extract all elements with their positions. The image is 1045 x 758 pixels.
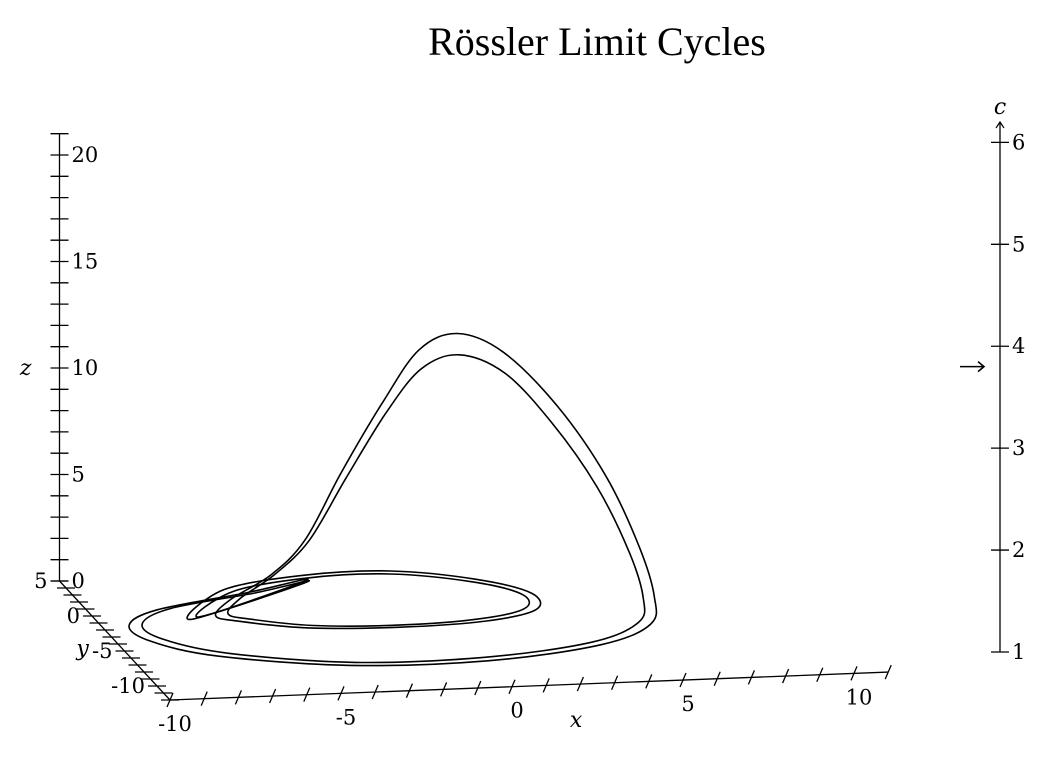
x-tick-label: 0 <box>510 699 523 723</box>
x-axis-label: x <box>570 708 583 733</box>
y-tick-label: -10 <box>111 674 145 698</box>
x-tick <box>679 672 687 688</box>
x-tick <box>747 670 755 685</box>
x-tick <box>508 679 516 694</box>
x-tick <box>303 687 311 702</box>
z-tick-label: 5 <box>72 463 85 487</box>
x-tick <box>884 664 892 680</box>
x-tick <box>816 667 824 682</box>
x-tick-label: 5 <box>681 692 694 716</box>
x-tick <box>269 688 277 704</box>
x-tick <box>474 680 482 696</box>
slider-label: c <box>994 95 1006 120</box>
x-tick <box>713 671 721 686</box>
y-tick-label: 0 <box>67 604 80 628</box>
x-tick <box>200 691 208 706</box>
x-tick <box>782 668 790 684</box>
x-tick <box>576 676 584 692</box>
x-axis-line <box>169 671 889 701</box>
z-tick-label: 15 <box>72 250 99 274</box>
slider-marker-arrow-icon <box>960 361 986 373</box>
slider-arrow-icon <box>995 120 1005 129</box>
z-tick-label: 0 <box>72 569 85 593</box>
slider-tick-label: 1 <box>1012 640 1025 664</box>
slider-tick-label: 6 <box>1012 130 1025 154</box>
x-tick <box>611 675 619 690</box>
x-tick <box>850 666 858 681</box>
x-tick <box>645 674 653 689</box>
limit-cycle-curves <box>128 332 658 667</box>
limit-cycle-1 <box>128 332 658 667</box>
x-tick <box>542 678 550 693</box>
y-tick-label: -5 <box>92 639 112 663</box>
y-tick-label: 5 <box>34 569 47 593</box>
slider-tick-label: 3 <box>1012 436 1025 460</box>
x-tick-label: -10 <box>158 712 192 736</box>
z-axis-label: z <box>19 356 32 381</box>
x-tick <box>234 690 242 705</box>
slider-tick-label: 5 <box>1012 232 1025 256</box>
slider-tick-label: 2 <box>1012 538 1025 562</box>
z-tick-label: 10 <box>72 356 99 380</box>
parameter-slider[interactable]: c 1 2 3 4 5 6 <box>960 95 1025 664</box>
x-tick <box>337 686 345 701</box>
x-tick-label: 10 <box>846 685 873 709</box>
chart-title: Rössler Limit Cycles <box>428 19 766 64</box>
y-axis-line <box>59 580 171 701</box>
z-tick-label: 20 <box>72 143 99 167</box>
x-tick-label: -5 <box>336 705 356 729</box>
x-tick <box>440 682 448 697</box>
slider-tick-label: 4 <box>1012 334 1025 358</box>
x-tick <box>405 683 413 698</box>
limit-cycle-2 <box>141 353 646 664</box>
x-tick <box>371 684 379 700</box>
y-axis-label: y <box>75 637 89 662</box>
